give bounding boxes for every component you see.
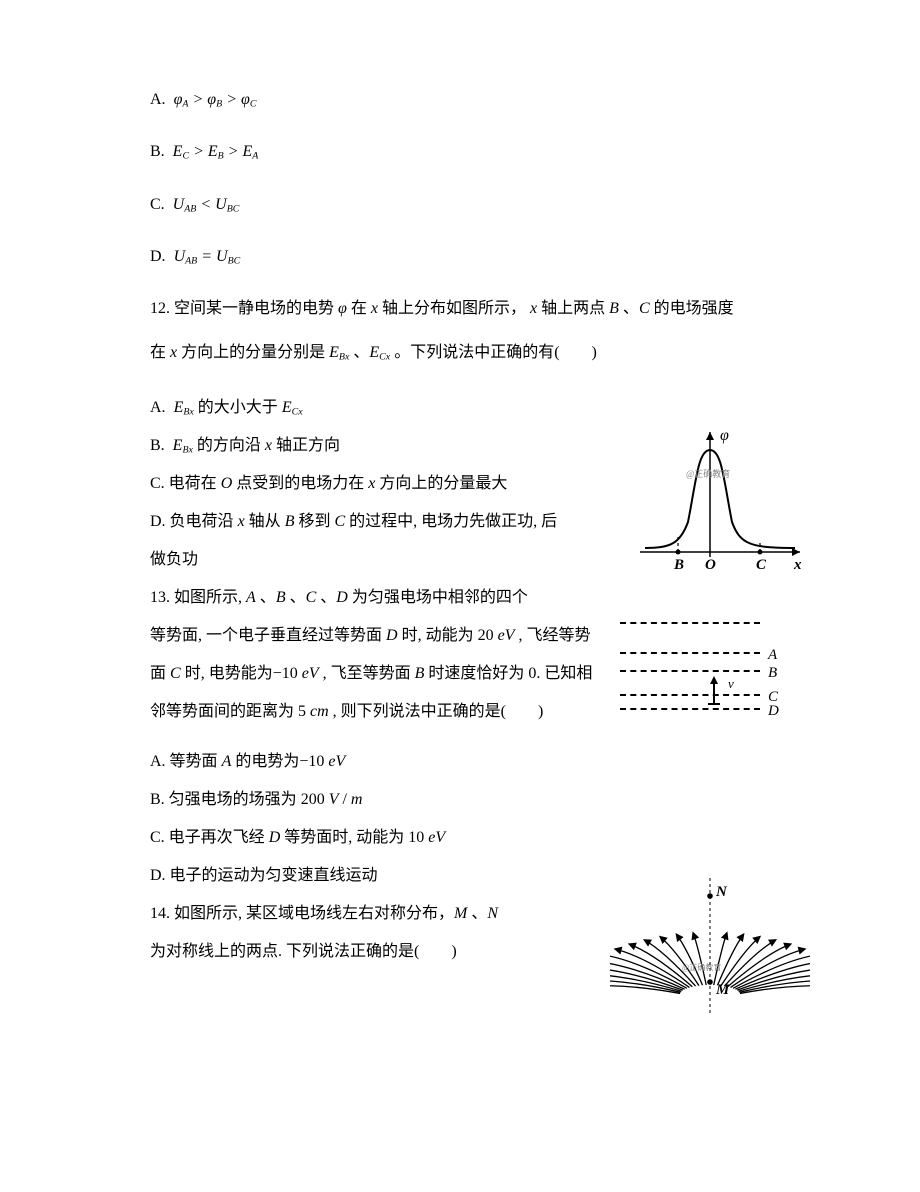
option-letter: A. bbox=[150, 91, 166, 108]
math-ecx: ECx bbox=[369, 344, 390, 361]
q11-option-b: B. EC > EB > EA bbox=[150, 140, 790, 164]
q12-option-d-line1: D. 负电荷沿 x 轴从 B 移到 C 的过程中, 电场力先做正功, 后 bbox=[150, 510, 610, 534]
q13-stem-line2: 等势面, 一个电子垂直经过等势面 D 时, 动能为 20 eV , 飞经等势 bbox=[150, 624, 620, 648]
q11-option-d: D. UAB = UBC bbox=[150, 245, 790, 269]
q13-figure: A B C D v bbox=[620, 612, 800, 722]
q12-option-a: A. EBx 的大小大于 ECx bbox=[150, 396, 790, 420]
axis-o-label: O bbox=[705, 557, 716, 573]
velocity-arrow-icon bbox=[706, 674, 728, 708]
watermark-text: @正确教育 bbox=[686, 468, 730, 479]
q-number: 14. bbox=[150, 905, 170, 922]
q11-option-a: A. φA > φB > φC bbox=[150, 88, 790, 112]
q-number: 13. bbox=[150, 589, 170, 606]
option-math: UAB < UBC bbox=[173, 196, 240, 213]
q14-figure: N M @正确教育 bbox=[610, 872, 810, 1022]
svg-text:N: N bbox=[715, 884, 728, 900]
q12-figure: φ B O C x @正确教育 bbox=[630, 422, 810, 582]
axis-b-label: B bbox=[673, 557, 684, 573]
option-math: UAB = UBC bbox=[174, 248, 241, 265]
option-letter: D. bbox=[150, 248, 166, 265]
q-number: 12. bbox=[150, 300, 170, 317]
q13-option-c: C. 电子再次飞经 D 等势面时, 动能为 10 eV bbox=[150, 826, 790, 850]
option-letter: B. bbox=[150, 143, 165, 160]
svg-text:M: M bbox=[715, 982, 730, 998]
q13-stem-line1: 13. 如图所示, A 、B 、C 、D 为匀强电场中相邻的四个 bbox=[150, 586, 790, 610]
q12-stem-line2: 在 x 方向上的分量分别是 EBx 、ECx 。下列说法中正确的有( ) bbox=[150, 341, 790, 365]
option-letter: C. bbox=[150, 196, 165, 213]
axis-x-label: x bbox=[793, 557, 802, 573]
q13-option-b: B. 匀强电场的场强为 200 V / m bbox=[150, 788, 790, 812]
q12-stem-line1: 12. 空间某一静电场的电势 φ 在 x 轴上分布如图所示， x 轴上两点 B … bbox=[150, 297, 790, 321]
math-ebx: EBx bbox=[329, 344, 349, 361]
q13-stem-line3: 面 C 时, 电势能为−10 eV , 飞至等势面 B 时速度恰好为 0. 已知… bbox=[150, 662, 620, 686]
option-math: EC > EB > EA bbox=[173, 143, 259, 160]
q13-option-a: A. 等势面 A 的电势为−10 eV bbox=[150, 750, 790, 774]
axis-c-label: C bbox=[756, 557, 767, 573]
axis-phi-label: φ bbox=[720, 427, 729, 444]
option-math: φA > φB > φC bbox=[174, 91, 257, 108]
q11-option-c: C. UAB < UBC bbox=[150, 193, 790, 217]
svg-text:@正确教育: @正确教育 bbox=[682, 962, 721, 972]
q14-stem-line1: 14. 如图所示, 某区域电场线左右对称分布，M 、N bbox=[150, 902, 580, 926]
